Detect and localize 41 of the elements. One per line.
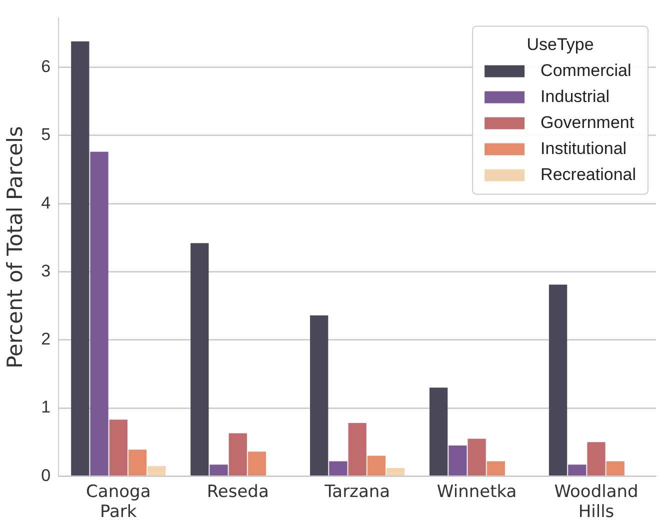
legend-label: Recreational	[540, 164, 636, 184]
bar	[128, 450, 147, 476]
y-axis-title: Percent of Total Parcels	[3, 126, 28, 368]
bar	[90, 152, 108, 476]
legend-title: UseType	[526, 34, 594, 54]
x-tick-label: Winnetka	[436, 482, 517, 502]
bar	[329, 461, 348, 476]
y-tick-label: 6	[41, 56, 51, 76]
bar	[109, 420, 128, 476]
bar	[348, 423, 366, 476]
bar	[228, 433, 247, 476]
bar	[190, 243, 209, 476]
bar	[429, 388, 448, 476]
bar	[386, 468, 405, 476]
y-tick-label: 0	[41, 466, 51, 485]
legend-label: Government	[540, 112, 634, 132]
legend-label: Industrial	[540, 86, 610, 106]
bar	[71, 41, 90, 476]
x-tick-label: Woodland Hills	[554, 482, 638, 522]
y-tick-label: 1	[41, 398, 51, 417]
bar	[148, 466, 166, 476]
bar	[468, 438, 486, 476]
y-tick-label: 3	[41, 261, 51, 280]
x-tick-label: Tarzana	[324, 482, 390, 502]
bar	[548, 284, 568, 476]
y-tick-label: 2	[41, 330, 51, 349]
bar	[248, 452, 266, 476]
x-tick-label: Reseda	[206, 482, 269, 502]
bar	[486, 461, 505, 476]
bar	[587, 442, 606, 476]
x-tick-label: Canoga Park	[86, 482, 151, 522]
bar	[310, 315, 328, 476]
bar	[606, 461, 624, 476]
legend-label: Commercial	[540, 60, 632, 80]
y-tick-label: 4	[41, 193, 51, 212]
bar	[568, 464, 586, 476]
bar	[367, 456, 386, 476]
bar	[210, 464, 228, 476]
y-tick-label: 5	[41, 125, 51, 144]
bar	[448, 446, 467, 476]
legend-label: Institutional	[540, 138, 627, 158]
